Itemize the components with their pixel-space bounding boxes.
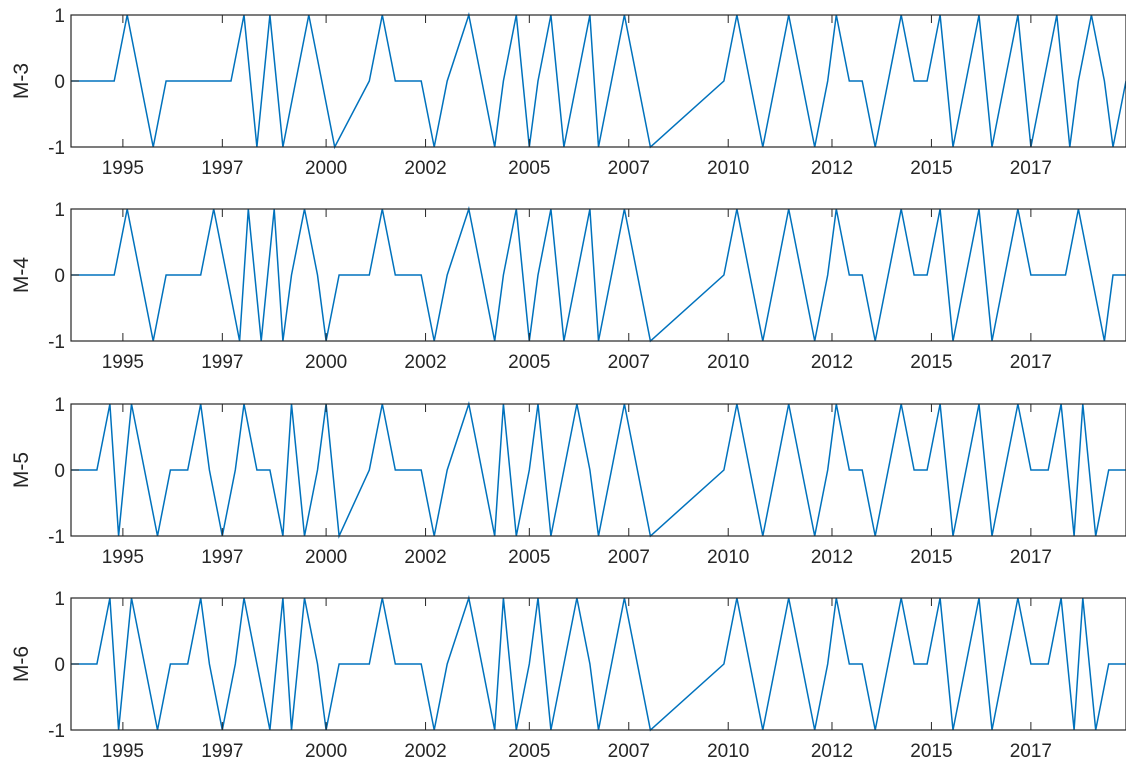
x-tick-label: 2010 xyxy=(707,547,749,568)
x-tick-label: 2017 xyxy=(1010,741,1052,762)
x-tick-label: 2012 xyxy=(811,741,853,762)
x-tick-label: 1995 xyxy=(102,547,144,568)
x-tick-label: 2002 xyxy=(404,547,446,568)
x-tick-label: 2017 xyxy=(1010,547,1052,568)
y-tick-label: -1 xyxy=(48,721,65,742)
subplot-m-3: -1 0 1 1995 1997 2000 2002 2005 2007 2010 2012 2015… xyxy=(10,6,1126,179)
x-tick-label: 2012 xyxy=(811,158,853,179)
x-tick-label: 1995 xyxy=(102,352,144,373)
x-tick-label: 2017 xyxy=(1010,158,1052,179)
x-tick-label: 2007 xyxy=(608,741,650,762)
y-tick-label: -1 xyxy=(48,138,65,159)
x-tick-label: 2010 xyxy=(707,158,749,179)
y-tick-label: 1 xyxy=(54,589,65,610)
x-tick-label: 2007 xyxy=(608,352,650,373)
series-line xyxy=(71,401,1126,539)
y-tick-label: 0 xyxy=(54,72,65,93)
y-axis-label: M-4 xyxy=(10,257,33,293)
subplot-m-6: -1 0 1 1995 1997 2000 2002 2005 2007 2010 2012 2015… xyxy=(10,589,1126,762)
x-tick-label: 2015 xyxy=(910,352,952,373)
series-line xyxy=(71,12,1126,150)
y-tick-label: -1 xyxy=(48,332,65,353)
x-tick-label: 2002 xyxy=(404,352,446,373)
y-axis-label: M-6 xyxy=(10,646,33,682)
x-tick-label: 2002 xyxy=(404,158,446,179)
y-tick-label: 0 xyxy=(54,655,65,676)
y-axis-label: M-5 xyxy=(10,452,33,488)
subplot-m-5: -1 0 1 1995 1997 2000 2002 2005 2007 2010 2012 2015… xyxy=(10,395,1126,568)
axes-box xyxy=(70,403,1126,537)
y-tick-label: 0 xyxy=(54,461,65,482)
x-tick-label: 2000 xyxy=(305,352,347,373)
y-axis-label: M-3 xyxy=(10,63,33,99)
x-tick-label: 2010 xyxy=(707,352,749,373)
y-tick-label: 1 xyxy=(54,200,65,221)
series-line xyxy=(71,206,1126,343)
y-tick-label: 0 xyxy=(54,266,65,287)
x-tick-label: 2010 xyxy=(707,741,749,762)
x-tick-label: 1995 xyxy=(102,158,144,179)
x-tick-label: 1997 xyxy=(201,741,243,762)
series-line xyxy=(71,595,1126,732)
x-tick-label: 2000 xyxy=(305,741,347,762)
y-tick-label: 1 xyxy=(54,6,65,27)
y-tick-label: -1 xyxy=(48,527,65,548)
x-tick-label: 2000 xyxy=(305,158,347,179)
axes-box xyxy=(70,597,1126,731)
x-tick-label: 2005 xyxy=(508,352,550,373)
x-tick-label: 1997 xyxy=(201,352,243,373)
x-tick-label: 2012 xyxy=(811,352,853,373)
y-tick-label: 1 xyxy=(54,395,65,416)
x-tick-label: 2015 xyxy=(910,547,952,568)
axes-box xyxy=(70,208,1126,342)
subplot-m-4: -1 0 1 1995 1997 2000 2002 2005 2007 2010 2012 2015… xyxy=(10,200,1126,373)
x-tick-label: 2015 xyxy=(910,158,952,179)
x-tick-label: 2005 xyxy=(508,741,550,762)
x-tick-label: 2005 xyxy=(508,158,550,179)
x-tick-label: 1997 xyxy=(201,547,243,568)
x-tick-label: 2007 xyxy=(608,158,650,179)
x-tick-label: 2005 xyxy=(508,547,550,568)
x-tick-label: 2012 xyxy=(811,547,853,568)
x-tick-label: 2000 xyxy=(305,547,347,568)
x-tick-label: 1995 xyxy=(102,741,144,762)
x-tick-label: 2017 xyxy=(1010,352,1052,373)
x-tick-label: 2015 xyxy=(910,741,952,762)
x-tick-label: 2007 xyxy=(608,547,650,568)
x-tick-label: 2002 xyxy=(404,741,446,762)
x-tick-label: 1997 xyxy=(201,158,243,179)
